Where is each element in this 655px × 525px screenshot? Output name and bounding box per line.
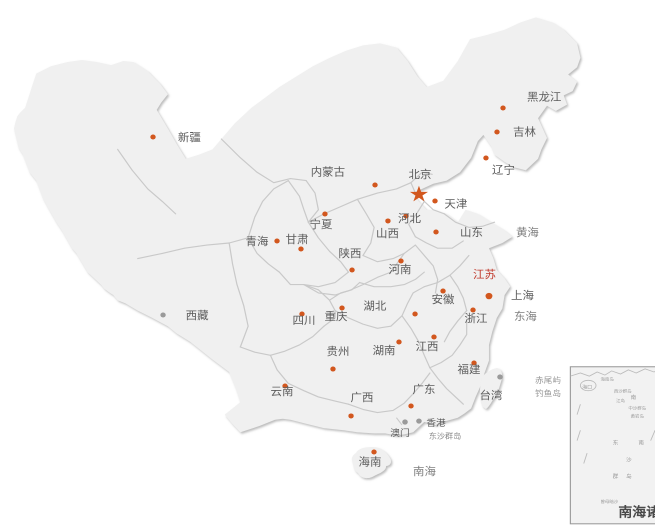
svg-text:北京: 北京 bbox=[408, 167, 431, 181]
svg-text:上海: 上海 bbox=[511, 289, 534, 303]
svg-text:浙江: 浙江 bbox=[465, 312, 488, 325]
svg-text:吉林: 吉林 bbox=[513, 125, 536, 139]
svg-text:江岛: 江岛 bbox=[616, 397, 625, 404]
svg-text:新疆: 新疆 bbox=[178, 130, 201, 144]
svg-text:群: 群 bbox=[613, 472, 619, 480]
svg-text:福建: 福建 bbox=[458, 362, 481, 376]
svg-text:沙: 沙 bbox=[626, 458, 632, 464]
svg-text:贵州: 贵州 bbox=[327, 345, 350, 358]
svg-text:黑龙江: 黑龙江 bbox=[527, 91, 561, 104]
svg-text:南: 南 bbox=[631, 393, 637, 401]
svg-text:陕西: 陕西 bbox=[339, 246, 362, 260]
svg-text:四川: 四川 bbox=[293, 315, 316, 327]
svg-text:河北: 河北 bbox=[398, 213, 421, 226]
svg-text:黄海: 黄海 bbox=[516, 225, 539, 239]
svg-text:湖北: 湖北 bbox=[363, 300, 386, 313]
svg-text:重庆: 重庆 bbox=[325, 309, 348, 323]
svg-text:香港: 香港 bbox=[426, 417, 446, 428]
svg-text:岛: 岛 bbox=[626, 472, 632, 480]
svg-text:辽宁: 辽宁 bbox=[492, 163, 515, 177]
svg-text:西藏: 西藏 bbox=[186, 309, 209, 322]
svg-text:曾母暗沙: 曾母暗沙 bbox=[600, 498, 619, 505]
svg-text:台湾: 台湾 bbox=[479, 388, 502, 402]
svg-text:安徽: 安徽 bbox=[432, 292, 455, 306]
svg-text:江西: 江西 bbox=[415, 340, 438, 353]
svg-text:湖南: 湖南 bbox=[373, 344, 396, 357]
svg-text:黄岩岛: 黄岩岛 bbox=[631, 413, 644, 420]
svg-text:海口: 海口 bbox=[582, 384, 592, 391]
svg-text:山西: 山西 bbox=[376, 227, 399, 240]
svg-text:山东: 山东 bbox=[460, 227, 483, 240]
svg-text:广东: 广东 bbox=[412, 383, 435, 396]
svg-text:中沙群岛: 中沙群岛 bbox=[628, 405, 646, 412]
svg-text:海南岛: 海南岛 bbox=[600, 375, 613, 382]
svg-text:甘肃: 甘肃 bbox=[285, 233, 308, 246]
svg-text:东海: 东海 bbox=[514, 309, 537, 323]
svg-text:青海: 青海 bbox=[246, 234, 269, 248]
svg-text:天津: 天津 bbox=[444, 198, 467, 211]
svg-text:河南: 河南 bbox=[389, 263, 412, 276]
svg-text:东沙群岛: 东沙群岛 bbox=[429, 431, 462, 441]
svg-text:内蒙古: 内蒙古 bbox=[311, 165, 345, 179]
svg-text:钓鱼岛: 钓鱼岛 bbox=[535, 388, 561, 398]
svg-text:江苏: 江苏 bbox=[473, 268, 496, 281]
svg-text:云南: 云南 bbox=[271, 385, 294, 398]
svg-text:澳门: 澳门 bbox=[390, 427, 409, 438]
svg-text:南海: 南海 bbox=[413, 464, 436, 478]
svg-text:南海诸岛: 南海诸岛 bbox=[618, 504, 655, 519]
svg-text:东: 东 bbox=[613, 439, 619, 447]
svg-text:赤尾屿: 赤尾屿 bbox=[535, 375, 561, 385]
svg-text:宁夏: 宁夏 bbox=[310, 217, 333, 231]
svg-text:西沙群岛: 西沙群岛 bbox=[614, 388, 632, 395]
svg-text:广西: 广西 bbox=[350, 391, 373, 404]
svg-text:南: 南 bbox=[638, 439, 644, 447]
svg-text:海南: 海南 bbox=[359, 455, 382, 469]
